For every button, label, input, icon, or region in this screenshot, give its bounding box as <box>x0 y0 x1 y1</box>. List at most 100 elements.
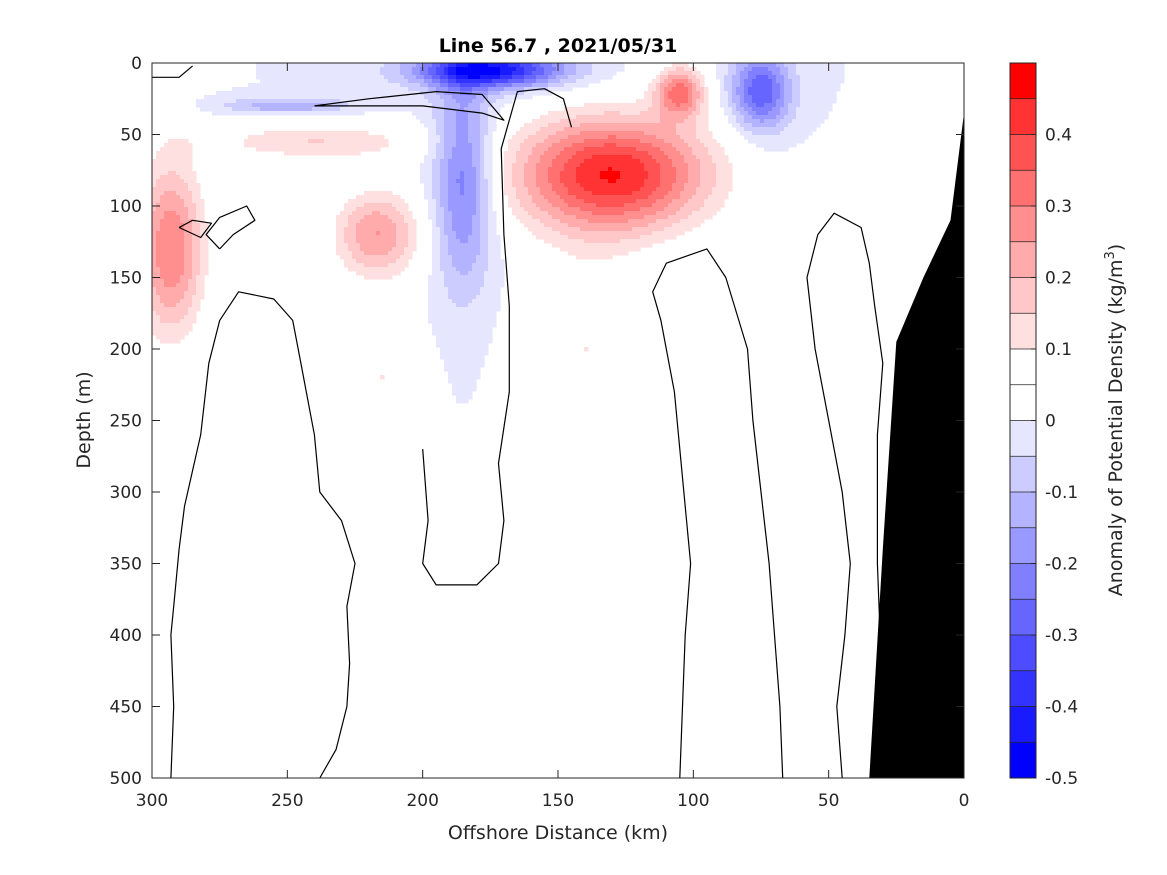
field-cell <box>612 167 617 172</box>
field-cell <box>184 187 189 192</box>
field-cell <box>176 331 181 336</box>
field-cell <box>260 87 265 92</box>
field-cell <box>616 195 621 200</box>
field-cell <box>628 107 633 112</box>
field-cell <box>340 247 345 252</box>
field-cell <box>180 175 185 180</box>
field-cell <box>192 171 197 176</box>
field-cell <box>412 107 417 112</box>
field-cell <box>196 259 201 264</box>
field-cell <box>448 371 453 376</box>
field-cell <box>376 255 381 260</box>
field-cell <box>652 183 657 188</box>
field-cell <box>500 75 505 80</box>
field-cell <box>584 107 589 112</box>
field-cell <box>432 227 437 232</box>
field-cell <box>560 215 565 220</box>
field-cell <box>560 231 565 236</box>
field-cell <box>472 175 477 180</box>
field-cell <box>272 131 277 136</box>
field-cell <box>508 183 513 188</box>
field-cell <box>396 99 401 104</box>
field-cell <box>568 207 573 212</box>
field-cell <box>392 211 397 216</box>
field-cell <box>460 335 465 340</box>
field-cell <box>560 211 565 216</box>
field-cell <box>588 179 593 184</box>
field-cell <box>656 187 661 192</box>
field-cell <box>288 151 293 156</box>
field-cell <box>664 139 669 144</box>
field-cell <box>436 255 441 260</box>
field-cell <box>488 127 493 132</box>
field-cell <box>460 143 465 148</box>
field-cell <box>396 239 401 244</box>
field-cell <box>616 139 621 144</box>
field-cell <box>444 63 449 68</box>
field-cell <box>392 87 397 92</box>
field-cell <box>544 187 549 192</box>
field-cell <box>544 223 549 228</box>
field-cell <box>192 207 197 212</box>
field-cell <box>544 203 549 208</box>
field-cell <box>264 107 269 112</box>
field-cell <box>300 75 305 80</box>
field-cell <box>512 207 517 212</box>
field-cell <box>456 379 461 384</box>
field-cell <box>636 203 641 208</box>
field-cell <box>540 187 545 192</box>
field-cell <box>680 219 685 224</box>
field-cell <box>492 283 497 288</box>
field-cell <box>484 99 489 104</box>
field-cell <box>436 311 441 316</box>
field-cell <box>680 195 685 200</box>
field-cell <box>684 83 689 88</box>
field-cell <box>188 227 193 232</box>
field-cell <box>456 367 461 372</box>
field-cell <box>444 95 449 100</box>
field-cell <box>376 215 381 220</box>
field-cell <box>344 231 349 236</box>
field-cell <box>476 271 481 276</box>
field-cell <box>436 107 441 112</box>
field-cell <box>592 255 597 260</box>
field-cell <box>428 147 433 152</box>
field-cell <box>484 307 489 312</box>
field-cell <box>652 207 657 212</box>
field-cell <box>180 319 185 324</box>
field-cell <box>592 103 597 108</box>
field-cell <box>664 159 669 164</box>
field-cell <box>636 159 641 164</box>
field-cell <box>504 155 509 160</box>
field-cell <box>448 283 453 288</box>
field-cell <box>440 315 445 320</box>
field-cell <box>304 67 309 72</box>
field-cell <box>444 79 449 84</box>
field-cell <box>648 83 653 88</box>
field-cell <box>456 267 461 272</box>
field-cell <box>172 251 177 256</box>
field-cell <box>436 127 441 132</box>
field-cell <box>392 239 397 244</box>
field-cell <box>292 87 297 92</box>
field-cell <box>172 139 177 144</box>
field-cell <box>652 147 657 152</box>
field-cell <box>628 103 633 108</box>
field-cell <box>652 179 657 184</box>
field-cell <box>452 307 457 312</box>
field-cell <box>460 135 465 140</box>
field-cell <box>168 159 173 164</box>
field-cell <box>560 195 565 200</box>
field-cell <box>156 307 161 312</box>
field-cell <box>320 75 325 80</box>
field-cell <box>412 83 417 88</box>
field-cell <box>476 327 481 332</box>
field-cell <box>192 239 197 244</box>
field-cell <box>480 159 485 164</box>
field-cell <box>200 223 205 228</box>
field-cell <box>648 151 653 156</box>
field-cell <box>520 179 525 184</box>
field-cell <box>380 375 385 380</box>
field-cell <box>616 215 621 220</box>
field-cell <box>488 339 493 344</box>
